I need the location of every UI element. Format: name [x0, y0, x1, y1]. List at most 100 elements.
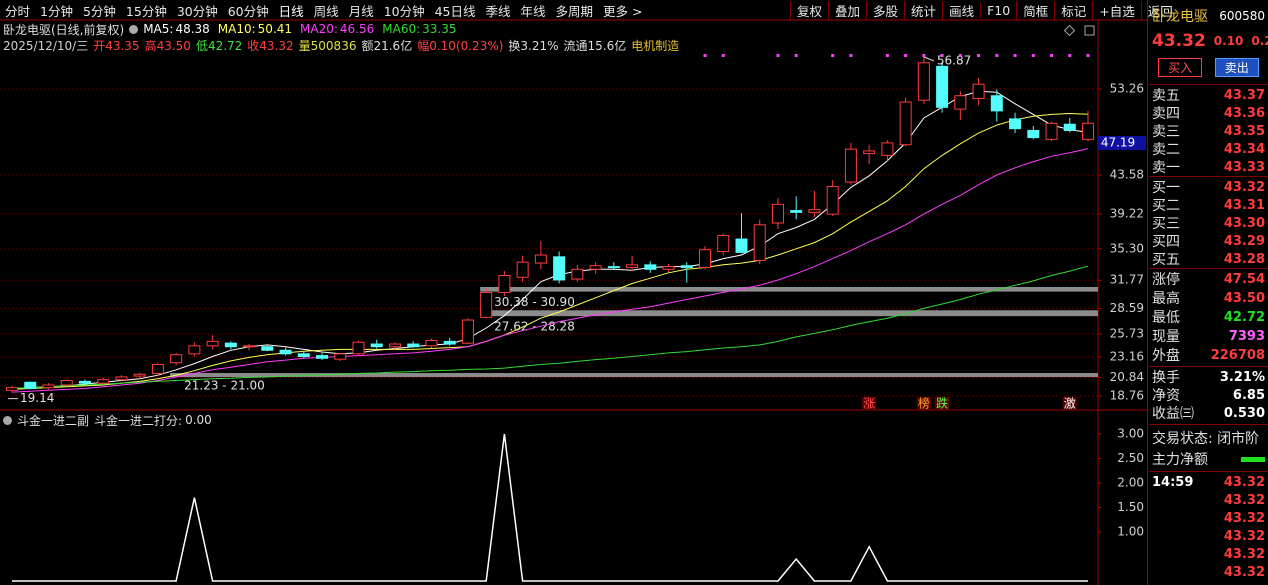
tool-button[interactable]: 多股 [866, 0, 904, 20]
ask-row-label: 卖二 [1152, 142, 1180, 158]
signal-dot [885, 54, 889, 57]
signal-dot [1013, 54, 1017, 57]
signal-box [862, 397, 877, 410]
tool-button[interactable]: 复权 [790, 0, 828, 20]
low-label: 19.14 [20, 391, 54, 405]
bid-row-label: 买四 [1152, 234, 1180, 250]
period-tab[interactable]: 日线 [278, 3, 304, 19]
candle-body [717, 234, 730, 252]
period-tab[interactable]: 多周期 [555, 3, 594, 19]
signal-dot [703, 54, 707, 57]
period-tab[interactable]: 45日线 [434, 3, 476, 19]
period-tab[interactable]: 更多 > [603, 3, 643, 19]
info-item: 开43.35 [93, 38, 140, 53]
candle-body [735, 238, 748, 253]
info-item: 收43.32 [247, 38, 294, 53]
bid-row-label: 买二 [1152, 198, 1180, 214]
candle-body [954, 95, 967, 110]
stat-row: 现量 7393 [1152, 327, 1265, 346]
stat-row-label: 收益㈢ [1152, 406, 1194, 422]
tool-button[interactable]: 标记 [1054, 0, 1092, 20]
y-tick-label: 39.22 [1110, 206, 1144, 220]
price-tag-label: 47.19 [1101, 136, 1135, 150]
stat-row-value: 6.85 [1232, 387, 1265, 403]
period-tab[interactable]: 年线 [520, 3, 546, 19]
bid-row-value: 43.28 [1223, 251, 1265, 267]
stock-code: 600580 [1219, 9, 1265, 23]
period-tab[interactable]: 30分钟 [176, 3, 218, 19]
tool-button[interactable]: 画线 [942, 0, 980, 20]
candle-body [1063, 123, 1076, 131]
stat-row-value: 3.21% [1219, 369, 1265, 385]
stat-row-value: 42.72 [1223, 309, 1265, 325]
candle-body [826, 186, 839, 215]
ask-row: 卖四 43.36 [1152, 104, 1265, 123]
bid-row: 买二 43.31 [1152, 196, 1265, 215]
bid-row-value: 43.30 [1223, 215, 1265, 231]
signal-dot [831, 54, 835, 57]
separator [1149, 424, 1268, 425]
candle-body [498, 275, 511, 293]
y-tick-label: 2.00 [1117, 476, 1144, 490]
candle-body [662, 266, 675, 270]
stat-row: 换手 3.21% [1152, 368, 1265, 387]
period-tab[interactable]: 60分钟 [227, 3, 269, 19]
period-tab[interactable]: 1分钟 [40, 3, 73, 19]
ask-row-value: 43.33 [1223, 159, 1265, 175]
tool-button[interactable]: 简框 [1016, 0, 1054, 20]
candle-body [115, 376, 128, 381]
candle-body [6, 387, 18, 391]
legend-value: 50.41 [257, 22, 293, 36]
period-tab[interactable]: 季线 [485, 3, 511, 19]
period-tab[interactable]: 周线 [313, 3, 339, 19]
sell-button[interactable]: 卖出 [1214, 57, 1259, 77]
tool-button[interactable]: F10 [980, 2, 1016, 18]
candle-body [24, 381, 37, 390]
signal-box [935, 397, 950, 410]
stat-row-label: 换手 [1152, 370, 1180, 386]
tool-button[interactable]: 统计 [904, 0, 942, 20]
separator [1149, 268, 1268, 269]
main-flow: 主力净额 [1152, 450, 1265, 468]
ask-row: 卖三 43.35 [1152, 122, 1265, 141]
signal-dot [849, 54, 853, 57]
candle-body [297, 353, 310, 357]
stat-row: 净资 6.85 [1152, 386, 1265, 405]
tick-price: 43.32 [1223, 564, 1265, 580]
signal-dot [1050, 54, 1054, 57]
candle-body [243, 345, 256, 348]
bid-row-label: 买五 [1152, 252, 1180, 268]
status-text: 交易状态: 闭市阶 [1152, 431, 1260, 447]
signal-dot [958, 54, 962, 57]
ma-line [11, 90, 1089, 389]
y-tick-label: 18.76 [1110, 389, 1144, 403]
high-label: 56.87 [937, 53, 971, 67]
buy-button[interactable]: 买入 [1158, 57, 1203, 77]
tool-button[interactable]: +自选 [1092, 0, 1140, 20]
last-price: 43.32 [1152, 31, 1206, 51]
signal-label: 跌 [936, 396, 948, 411]
legend-name: MA5: [143, 22, 174, 36]
period-tab[interactable]: 15分钟 [125, 3, 167, 19]
ask-row-value: 43.34 [1223, 141, 1265, 157]
ask-row: 卖一 43.33 [1152, 158, 1265, 177]
period-tab[interactable]: 分时 [5, 3, 31, 19]
candle-body [1027, 129, 1040, 139]
period-toolbar: 分时 1分钟 5分钟 15分钟 30分钟 60分钟 日线 周线 月线 10分钟 45日线 季线 年线 多周… [0, 0, 648, 20]
period-tab[interactable]: 5分钟 [82, 3, 116, 19]
period-tab[interactable]: 10分钟 [383, 3, 425, 19]
legend-value: 33.35 [422, 22, 457, 36]
candle-body [607, 266, 620, 269]
period-tab[interactable]: 月线 [348, 3, 374, 19]
level-label: 21.23 - 21.00 [184, 379, 265, 393]
info-item: 额21.6亿 [361, 38, 413, 53]
candle-body [170, 354, 183, 364]
tick-row: 43.32 [1152, 527, 1265, 545]
stat-row-label: 最高 [1152, 291, 1180, 307]
tool-button[interactable]: 返回 [1140, 0, 1179, 20]
change: 0.10 [1213, 34, 1244, 48]
signal-dot [940, 54, 944, 57]
tool-button[interactable]: 叠加 [828, 0, 866, 20]
separator [1149, 176, 1268, 177]
info-item: 换3.21% [508, 38, 559, 53]
